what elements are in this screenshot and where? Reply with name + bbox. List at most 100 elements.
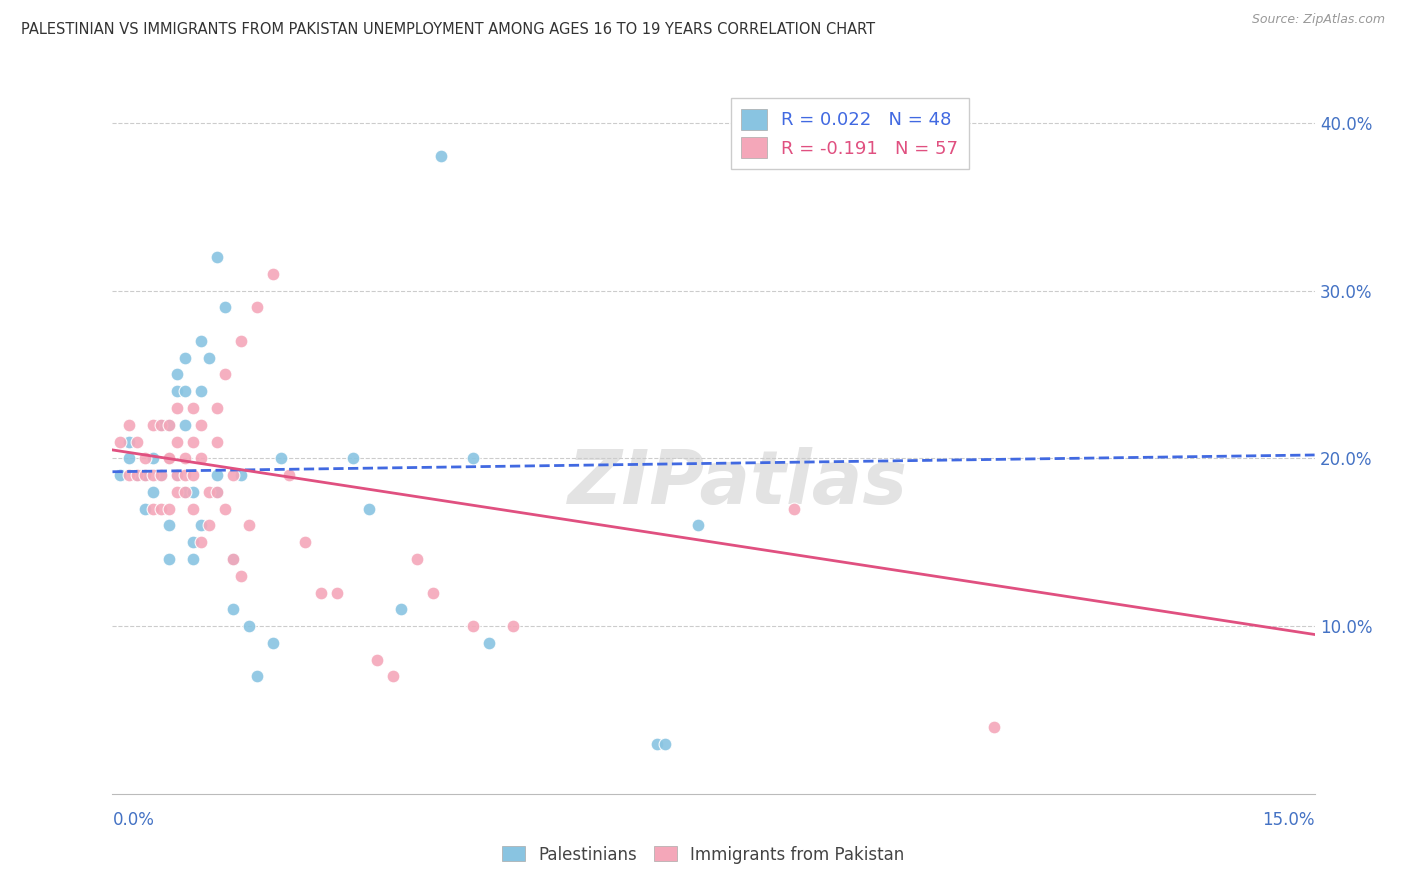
Point [173,451,195,466]
Point [157,451,180,466]
Point [110,434,132,449]
Point [342,451,364,466]
Point [222,602,245,616]
Point [246,301,269,315]
Point [205,484,228,499]
Point [157,518,180,533]
Point [181,552,204,566]
Point [205,250,228,264]
Point [461,451,484,466]
Point [190,417,212,432]
Point [190,384,212,399]
Point [149,468,172,483]
Point [309,585,332,599]
Point [117,434,139,449]
Point [166,401,188,415]
Point [205,401,228,415]
Text: Source: ZipAtlas.com: Source: ZipAtlas.com [1251,13,1385,27]
Point [262,267,284,281]
Point [141,417,163,432]
Point [181,484,204,499]
Legend: Palestinians, Immigrants from Pakistan: Palestinians, Immigrants from Pakistan [495,839,911,871]
Point [782,501,804,516]
Point [166,384,188,399]
Point [157,451,180,466]
Point [229,568,252,582]
Text: PALESTINIAN VS IMMIGRANTS FROM PAKISTAN UNEMPLOYMENT AMONG AGES 16 TO 19 YEARS C: PALESTINIAN VS IMMIGRANTS FROM PAKISTAN … [21,22,875,37]
Point [149,468,172,483]
Point [173,468,195,483]
Point [406,552,429,566]
Point [205,434,228,449]
Point [134,468,156,483]
Point [357,501,380,516]
Point [141,484,163,499]
Point [141,468,163,483]
Point [157,552,180,566]
Point [205,468,228,483]
Point [205,484,228,499]
Point [190,518,212,533]
Point [229,334,252,348]
Point [190,334,212,348]
Point [214,301,236,315]
Point [190,535,212,549]
Point [654,737,676,751]
Point [149,501,172,516]
Point [157,501,180,516]
Point [238,619,260,633]
Point [157,417,180,432]
Point [382,669,405,683]
Point [181,434,204,449]
Point [166,468,188,483]
Point [478,636,501,650]
Point [173,417,195,432]
Point [222,552,245,566]
Point [214,501,236,516]
Point [366,653,388,667]
Point [502,619,524,633]
Point [166,484,188,499]
Point [117,417,139,432]
Point [197,484,219,499]
Point [181,468,204,483]
Point [166,368,188,382]
Point [157,451,180,466]
Point [173,484,195,499]
Point [430,149,453,163]
Point [326,585,349,599]
Legend: R = 0.022   N = 48, R = -0.191   N = 57: R = 0.022 N = 48, R = -0.191 N = 57 [731,98,969,169]
Point [149,417,172,432]
Point [110,468,132,483]
Point [134,468,156,483]
Point [422,585,444,599]
Point [181,401,204,415]
Point [125,468,148,483]
Point [294,535,316,549]
Point [181,535,204,549]
Point [134,451,156,466]
Point [173,351,195,365]
Point [246,669,269,683]
Point [229,468,252,483]
Point [149,417,172,432]
Point [389,602,412,616]
Point [214,368,236,382]
Point [134,501,156,516]
Point [125,434,148,449]
Point [141,451,163,466]
Point [141,501,163,516]
Point [983,720,1005,734]
Point [190,451,212,466]
Point [157,417,180,432]
Point [461,619,484,633]
Point [270,451,292,466]
Text: ZIPatlas: ZIPatlas [568,447,908,520]
Point [686,518,709,533]
Point [117,468,139,483]
Point [125,468,148,483]
Point [173,484,195,499]
Point [238,518,260,533]
Text: 0.0%: 0.0% [112,811,155,829]
Point [166,468,188,483]
